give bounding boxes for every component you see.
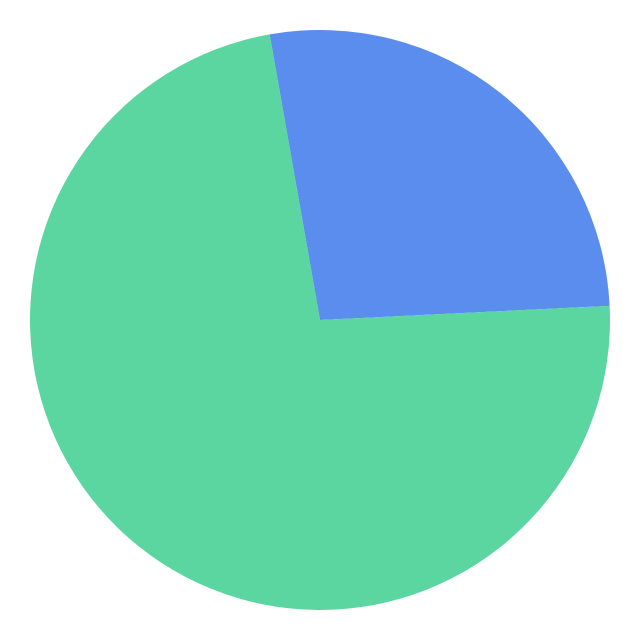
pie-chart	[0, 0, 640, 640]
pie-chart-container	[0, 0, 640, 640]
pie-slice-0	[270, 30, 610, 320]
